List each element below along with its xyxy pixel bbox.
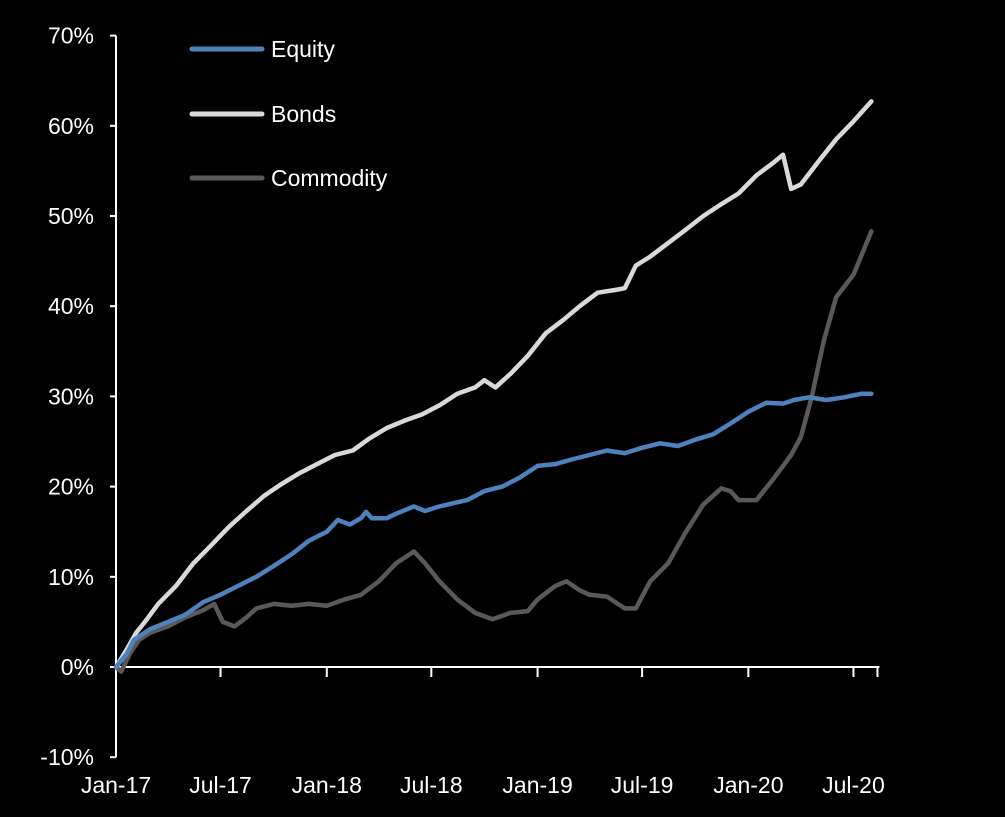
legend-label-bonds: Bonds xyxy=(271,101,336,127)
series-line-equity xyxy=(113,391,874,670)
x-tick-label: Jan-19 xyxy=(502,772,572,798)
series-line-bonds xyxy=(113,99,874,670)
y-tick-label: 30% xyxy=(48,383,94,409)
y-tick-label: 70% xyxy=(48,23,94,49)
y-tick-label: 0% xyxy=(61,654,94,680)
x-tick-label: Jul-18 xyxy=(400,772,463,798)
y-tick-label: 50% xyxy=(48,203,94,229)
y-tick-label: 20% xyxy=(48,474,94,500)
x-tick-label: Jan-17 xyxy=(81,772,151,798)
legend-label-equity: Equity xyxy=(271,36,335,62)
y-tick-label: 60% xyxy=(48,113,94,139)
x-tick-label: Jul-17 xyxy=(189,772,252,798)
x-tick-label: Jul-20 xyxy=(822,772,885,798)
series-line-commodity xyxy=(113,229,874,674)
x-tick-label: Jan-18 xyxy=(292,772,362,798)
legend-label-commodity: Commodity xyxy=(271,165,388,191)
axes: -10% 0% 10% 20% 30% 40% 50% 60% 70% Jan-17 Jul-17 J… xyxy=(40,23,884,798)
legend: Equity Bonds Commodity xyxy=(189,36,388,191)
series-layer xyxy=(113,99,874,674)
x-tick-label: Jan-20 xyxy=(713,772,783,798)
y-tick-label: 10% xyxy=(48,564,94,590)
y-tick-label: -10% xyxy=(40,744,94,770)
y-tick-label: 40% xyxy=(48,293,94,319)
x-tick-label: Jul-19 xyxy=(611,772,674,798)
